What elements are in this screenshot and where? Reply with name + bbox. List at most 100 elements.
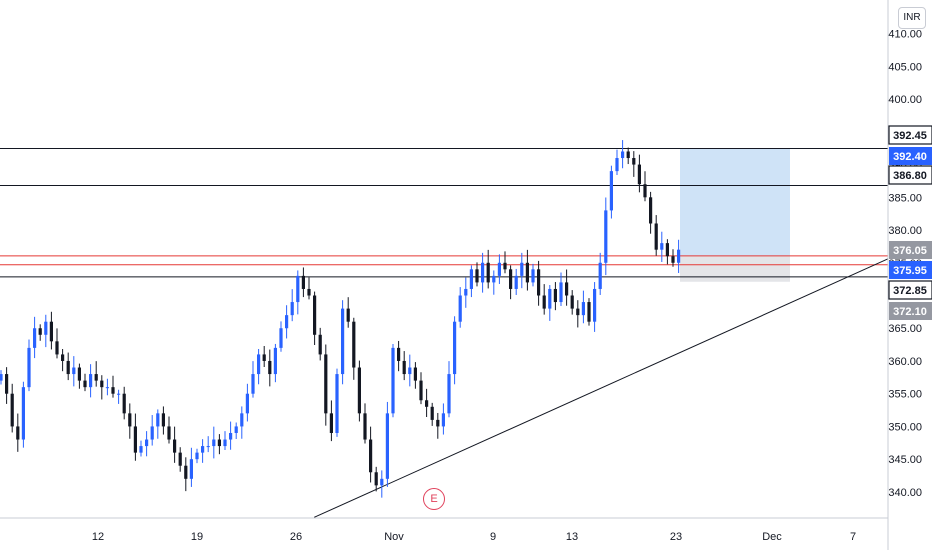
candle-body [391,347,395,414]
candle-body [122,393,126,414]
candle-body [128,413,132,427]
candle-body [397,347,401,361]
price-tag [888,280,932,300]
candle-body [0,374,3,381]
y-tick-label: 350.00 [888,421,922,433]
candle-body [677,249,681,263]
x-tick-label: 7 [850,531,856,543]
candle-body [329,413,333,433]
candlesticks [0,140,681,498]
candle-body [654,223,658,250]
stop-zone [680,255,790,282]
candle-body [514,275,518,289]
candle-body [313,295,317,335]
candle-body [581,302,585,316]
candle-body [609,171,613,211]
candle-body [453,321,457,375]
x-axis-ticks: 12 19 26 Nov 9 13 23 Dec 7 [92,531,856,543]
candle-body [173,439,177,453]
candle-body [509,269,513,289]
candle-body [413,367,417,381]
candle-body [105,387,109,389]
x-tick-label: 9 [490,531,496,543]
candle-body [492,275,496,283]
candle-body [542,295,546,309]
x-tick-label: 26 [290,531,302,543]
candle-body [83,380,87,388]
candle-body [212,439,216,447]
candle-body [234,426,238,433]
candle-body [251,374,255,394]
candle-body [38,328,42,335]
candle-body [111,387,115,394]
candle-body [5,374,9,394]
candle-body [161,413,165,427]
y-tick-label: 360.00 [888,356,922,368]
candle-body [430,406,434,420]
candle-body [503,262,507,270]
candle-body [419,380,423,401]
price-tag-label: 376.05 [893,245,927,257]
candle-body [626,151,630,159]
price-tag [889,302,932,320]
candle-body [44,321,48,335]
candle-body [10,393,14,427]
candle-body [637,164,641,185]
target-zone [680,148,790,256]
candle-body [374,472,378,486]
candle-body [469,269,473,289]
candle-body [598,262,602,289]
price-tag-label: 372.85 [893,285,927,297]
candle-body [335,374,339,433]
candle-body [296,275,300,303]
candle-body [290,302,294,316]
price-tag [889,241,932,259]
y-tick-label: 405.00 [888,61,922,73]
candle-body [324,354,328,414]
candle-body [660,243,664,250]
y-tick-label: 400.00 [888,94,922,106]
trendline [313,258,889,518]
candle-body [201,446,205,453]
price-tag [888,125,932,145]
y-tick-label: 345.00 [888,454,922,466]
candle-body [643,184,647,198]
candle-body [217,439,221,447]
candle-body [341,308,345,375]
currency-badge[interactable]: INR [898,7,926,29]
trendline-layer [313,258,889,518]
x-tick-label: 23 [670,531,682,543]
x-tick-label: Dec [762,531,782,543]
candle-body [464,288,468,296]
candle-body [475,269,479,283]
candle-body [94,374,98,381]
candle-body [481,262,485,283]
candle-body [133,426,137,453]
candle-body [285,315,289,329]
candle-body [553,288,557,303]
candle-body [576,308,580,316]
earnings-marker-icon[interactable]: E [423,488,445,510]
candle-body [520,262,524,276]
candle-body [486,262,490,283]
candle-body [604,210,608,263]
candle-body [77,367,81,381]
candle-body [33,328,37,348]
candle-body [537,269,541,296]
y-tick-label: 410.00 [888,29,922,41]
candle-body [565,282,569,296]
candle-body [229,432,233,440]
candle-body [408,367,412,375]
candle-body [55,341,59,355]
candle-body [195,452,199,460]
candle-body [273,347,277,375]
price-tag-label: 392.40 [893,151,927,163]
candle-body [206,446,210,448]
price-tag-label: 372.10 [893,306,927,318]
candle-body [262,354,266,361]
candle-body [385,413,389,479]
candle-body [363,413,367,440]
candle-body [649,197,653,224]
